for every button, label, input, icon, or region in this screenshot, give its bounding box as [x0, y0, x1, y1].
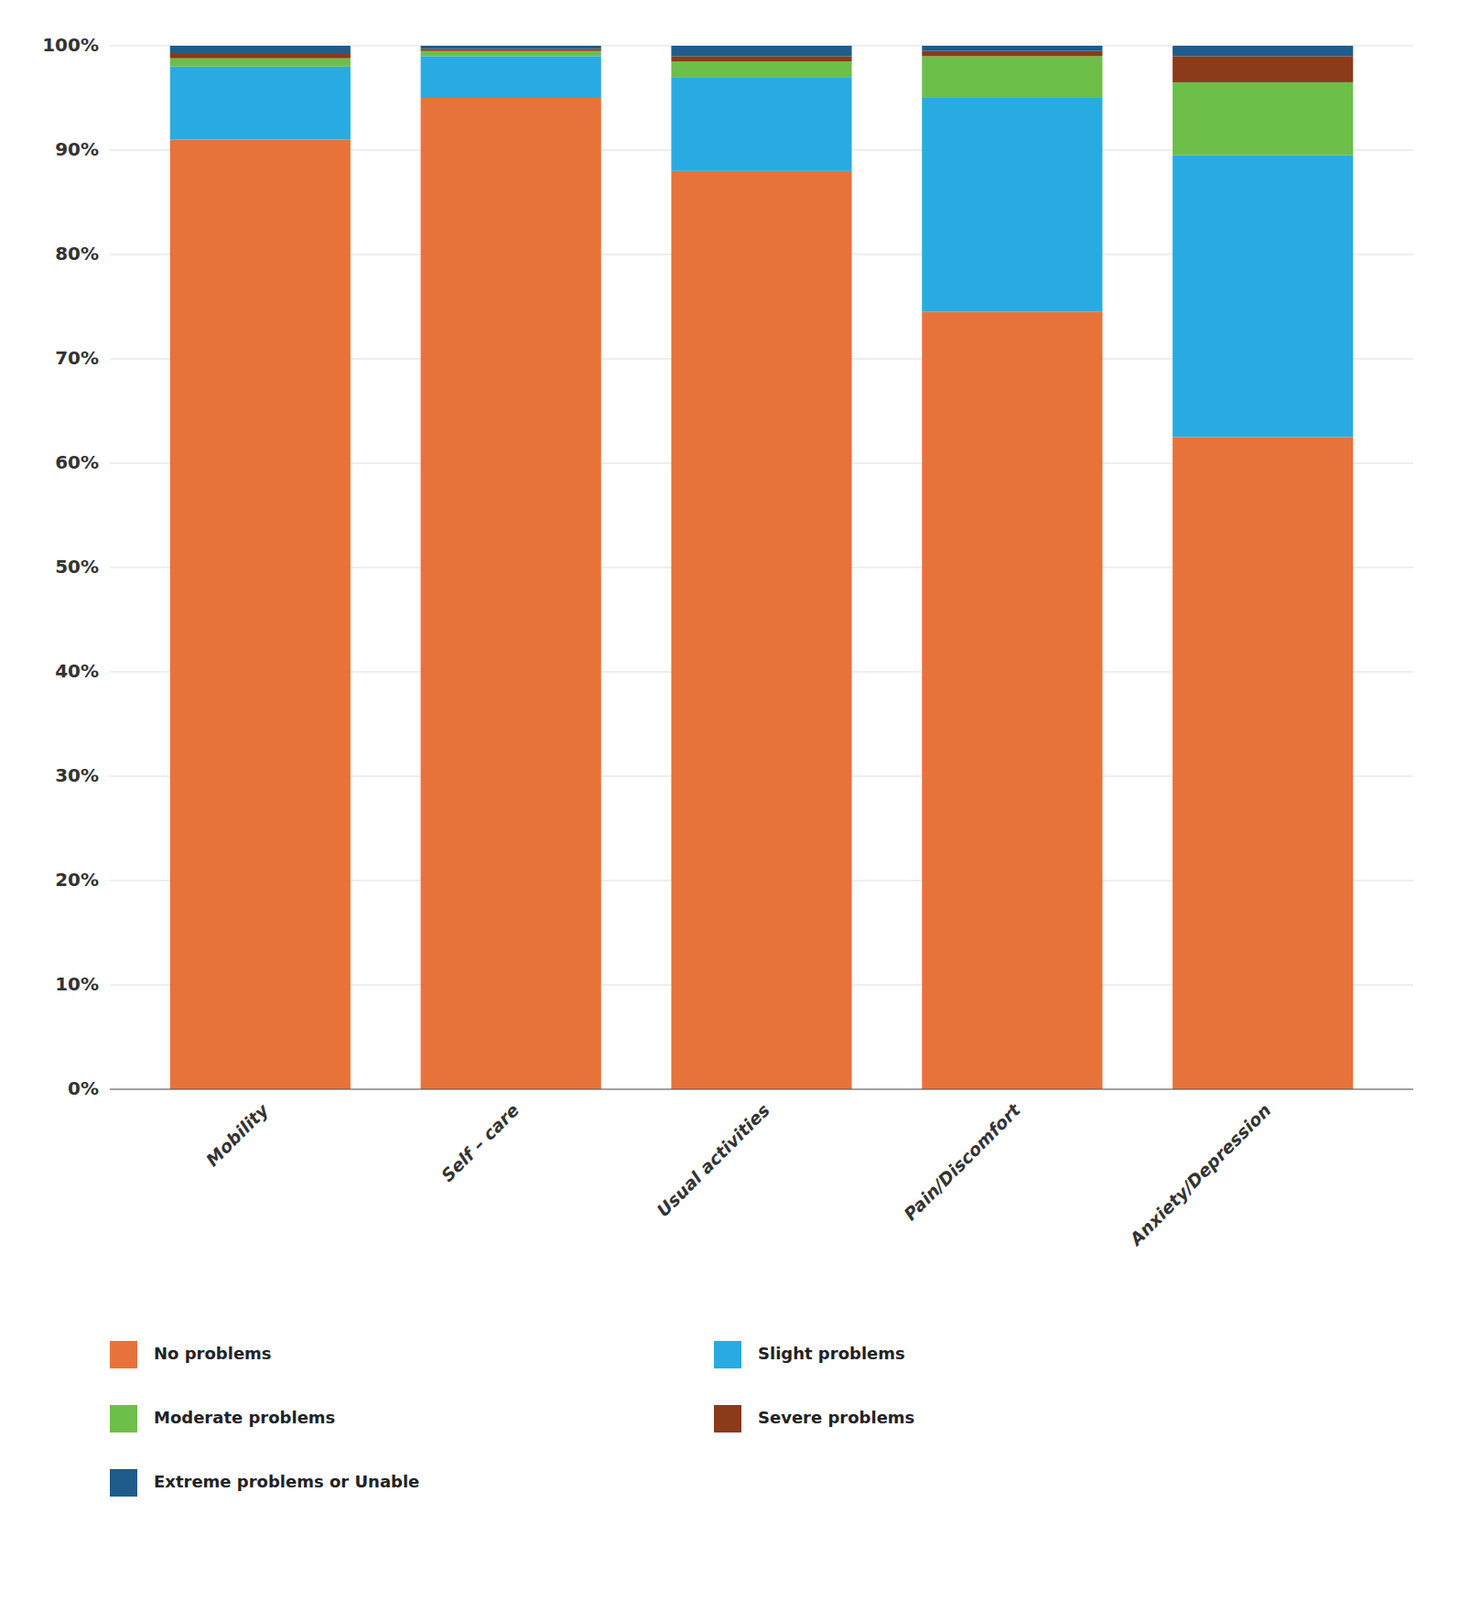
bar-segment [1172, 155, 1353, 438]
y-tick-label: 40% [54, 659, 99, 682]
bar-segment [421, 55, 602, 98]
bar-segment [170, 140, 351, 1090]
y-tick-label: 10% [54, 972, 99, 995]
background [0, 0, 1459, 1600]
bar-segment [1172, 55, 1353, 83]
bar-segment [1172, 45, 1353, 56]
bar-segment [170, 66, 351, 141]
y-tick-label: 90% [54, 138, 99, 161]
bar-segment [670, 76, 852, 172]
x-tick-label: Pain/Discomfort [899, 1099, 1025, 1224]
legend-label: Extreme problems or Unable [153, 1471, 420, 1492]
legend-swatch [713, 1340, 742, 1369]
legend-swatch [109, 1469, 138, 1497]
bar-segment [421, 51, 602, 57]
x-tick-label: Self – care [437, 1099, 524, 1186]
y-tick-label: 80% [54, 242, 99, 265]
bar-segment [170, 45, 351, 54]
bar-segment [421, 97, 602, 1090]
legend-swatch [713, 1404, 742, 1433]
bar-segment [921, 51, 1103, 57]
chart: 0% 10% 20% 30% 40% 50% 60% 70% 80% 90% 100% Mobilit… [0, 0, 1459, 1600]
bar-segment [921, 55, 1103, 98]
x-axis: Mobility Self – care Usual activities Pain/… [202, 1098, 1276, 1251]
x-axis-line [109, 1088, 1414, 1090]
x-tick-label: Mobility [202, 1098, 274, 1170]
bar-segment [921, 97, 1103, 313]
bar-segment [170, 53, 351, 59]
y-tick-label: 50% [54, 555, 99, 578]
y-tick-label: 20% [54, 868, 99, 891]
x-tick-label: Usual activities [652, 1099, 774, 1221]
y-tick-label: 100% [42, 33, 99, 56]
bar-segment [170, 58, 351, 67]
bar-segment [670, 61, 852, 77]
legend-label: Severe problems [757, 1407, 915, 1427]
legend-label: No problems [153, 1343, 272, 1363]
bar-segment [1172, 82, 1353, 156]
bar-segment [670, 45, 852, 56]
legend-label: Moderate problems [153, 1407, 336, 1427]
y-tick-label: 70% [54, 346, 99, 369]
legend: No problems Slight problems Moderate probl… [109, 1340, 915, 1497]
x-tick-label: Anxiety/Depression [1123, 1099, 1275, 1250]
y-tick-label: 60% [54, 451, 99, 474]
bar-segment [670, 171, 852, 1090]
bar-segment [670, 55, 852, 62]
grid-line [109, 1089, 1414, 1091]
bar-segment [421, 45, 602, 49]
bars [170, 45, 1354, 1090]
legend-label: Slight problems [757, 1343, 906, 1363]
bar-segment [921, 312, 1103, 1090]
bar-segment [921, 45, 1103, 52]
y-tick-label: 30% [54, 764, 99, 787]
legend-swatch [109, 1340, 138, 1369]
legend-swatch [109, 1404, 138, 1433]
y-axis: 0% 10% 20% 30% 40% 50% 60% 70% 80% 90% 100% [42, 33, 1414, 1100]
y-tick-label: 0% [67, 1077, 99, 1100]
bar-segment [1172, 437, 1353, 1091]
bar-segment [421, 48, 602, 51]
